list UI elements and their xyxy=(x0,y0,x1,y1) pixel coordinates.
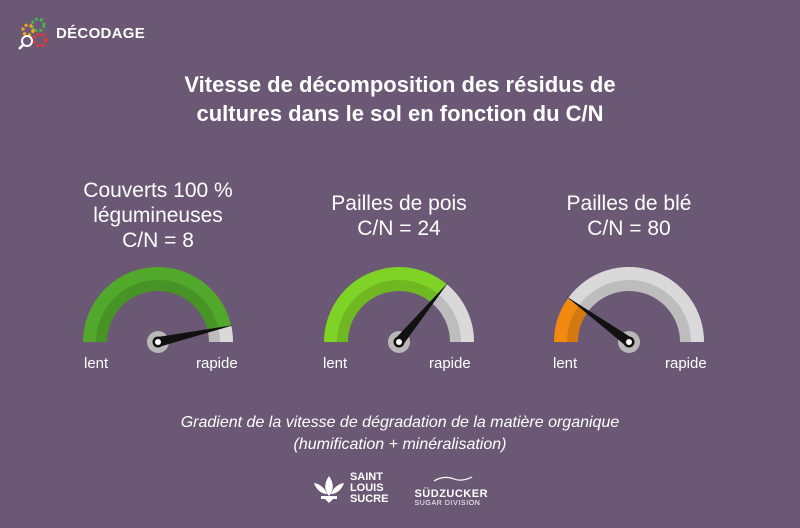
lily-icon xyxy=(313,475,344,503)
gauge-cn: C/N = 80 xyxy=(587,217,671,240)
gauge-dial xyxy=(554,267,704,353)
sudzucker-logo: SÜDZUCKER SUGAR DIVISION xyxy=(414,470,488,507)
gauge-cn: C/N = 8 xyxy=(122,229,194,252)
title-line-2: cultures dans le sol en fonction du C/N xyxy=(196,101,604,126)
gauge-needle xyxy=(395,281,449,346)
scale-label-fast: rapide xyxy=(665,355,707,372)
gauge-fill-shade xyxy=(567,305,588,342)
brand: DÉCODAGE xyxy=(16,16,145,50)
gauge-pailles-pois: Pailles de pois C/N = 24 lent rapide xyxy=(289,172,509,382)
title-line-1: Vitesse de décomposition des résidus de xyxy=(184,72,616,97)
gauge-fill-shade xyxy=(96,280,219,342)
brand-label: DÉCODAGE xyxy=(56,24,146,42)
caption-line-1: Gradient de la vitesse de dégradation de… xyxy=(180,414,620,431)
saint-louis-sucre-logo: SAINT LOUIS SUCRE xyxy=(312,471,389,505)
gauge-name-line1: Couverts 100 % xyxy=(83,179,233,202)
gauge-cn: C/N = 24 xyxy=(357,217,441,240)
gauge-fill xyxy=(554,297,588,342)
partner-logos: SAINT LOUIS SUCRE SÜDZUCKER SUGAR DIVISI… xyxy=(0,470,800,507)
gauge-pailles-ble: Pailles de blé C/N = 80 lent rapide xyxy=(519,172,739,382)
gauge-needle-center xyxy=(626,339,632,345)
gauge-needle-center xyxy=(396,339,402,345)
sz-sub: SUGAR DIVISION xyxy=(414,500,481,507)
scale-label-slow: lent xyxy=(84,355,109,372)
gauge-fill xyxy=(83,266,232,342)
gauge-name-line2: Pailles de blé xyxy=(566,192,692,215)
scale-label-fast: rapide xyxy=(429,355,471,372)
gauge-dial xyxy=(324,267,474,353)
gauge-legumineuses: Couverts 100 % légumineuses C/N = 8 lent… xyxy=(48,172,268,382)
sz-main: SÜDZUCKER xyxy=(414,488,489,500)
sls-line-1: SAINT xyxy=(349,471,383,483)
caption: Gradient de la vitesse de dégradation de… xyxy=(0,412,800,456)
sls-line-3: SUCRE xyxy=(349,493,389,505)
gauge-name-line2: Pailles de pois xyxy=(331,192,467,215)
scale-label-slow: lent xyxy=(553,355,578,372)
wave-icon xyxy=(434,476,473,482)
gauge-needle-center xyxy=(155,339,161,345)
gauge-track-highlight xyxy=(568,267,704,342)
scale-label-fast: rapide xyxy=(196,355,238,372)
page-title: Vitesse de décomposition des résidus de … xyxy=(0,70,800,128)
gears-magnifier-icon xyxy=(18,17,48,50)
sls-line-2: LOUIS xyxy=(349,482,384,494)
gauge-dial xyxy=(83,266,235,353)
gauge-needle xyxy=(156,324,235,347)
gauge-track-highlight xyxy=(438,284,474,342)
caption-line-2: (humification + minéralisation) xyxy=(293,436,507,453)
gauge-needle xyxy=(565,296,632,347)
gauge-fill-shade xyxy=(337,280,439,342)
gauge-track-highlight xyxy=(218,325,233,342)
gauge-name-line2: légumineuses xyxy=(93,204,223,227)
gauge-fill xyxy=(324,267,447,342)
scale-label-slow: lent xyxy=(323,355,348,372)
